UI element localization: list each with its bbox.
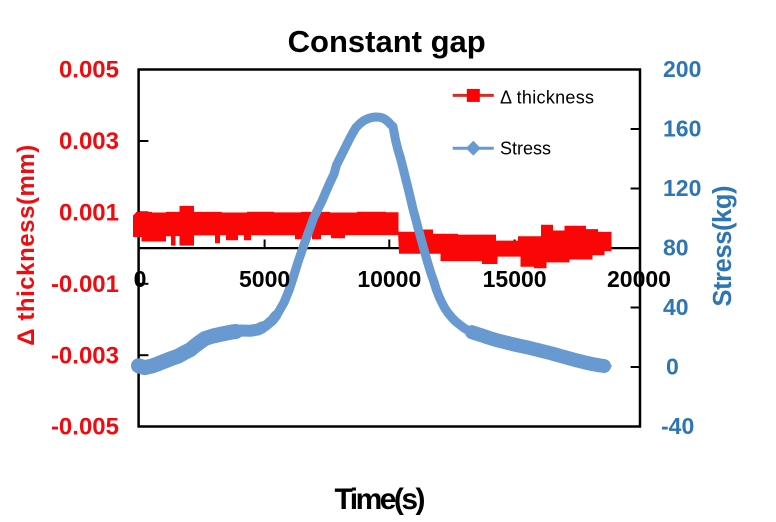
svg-text:-0.001: -0.001 bbox=[51, 271, 119, 298]
svg-text:120: 120 bbox=[663, 175, 701, 201]
svg-text:0: 0 bbox=[666, 354, 679, 380]
svg-text:10000: 10000 bbox=[357, 266, 421, 292]
svg-text:Constant gap: Constant gap bbox=[288, 24, 486, 59]
svg-text:Δ thickness(mm): Δ thickness(mm) bbox=[13, 145, 40, 346]
svg-text:-40: -40 bbox=[661, 413, 694, 439]
svg-text:Δ thickness: Δ thickness bbox=[500, 87, 594, 107]
svg-text:200: 200 bbox=[663, 56, 701, 82]
svg-text:5000: 5000 bbox=[239, 266, 290, 292]
svg-text:0.001: 0.001 bbox=[59, 200, 119, 227]
svg-text:0.003: 0.003 bbox=[59, 128, 119, 155]
svg-text:-0.005: -0.005 bbox=[51, 414, 119, 441]
svg-text:Time(s): Time(s) bbox=[335, 483, 426, 516]
svg-text:80: 80 bbox=[663, 235, 689, 261]
svg-text:Stress(kg): Stress(kg) bbox=[709, 186, 737, 307]
svg-text:-0.003: -0.003 bbox=[51, 342, 119, 369]
svg-text:40: 40 bbox=[663, 294, 689, 320]
svg-text:0.005: 0.005 bbox=[59, 57, 119, 84]
svg-text:15000: 15000 bbox=[483, 266, 547, 292]
svg-text:160: 160 bbox=[663, 116, 701, 142]
svg-text:20000: 20000 bbox=[607, 266, 671, 292]
svg-text:0: 0 bbox=[134, 266, 147, 292]
svg-text:Stress: Stress bbox=[500, 139, 551, 159]
